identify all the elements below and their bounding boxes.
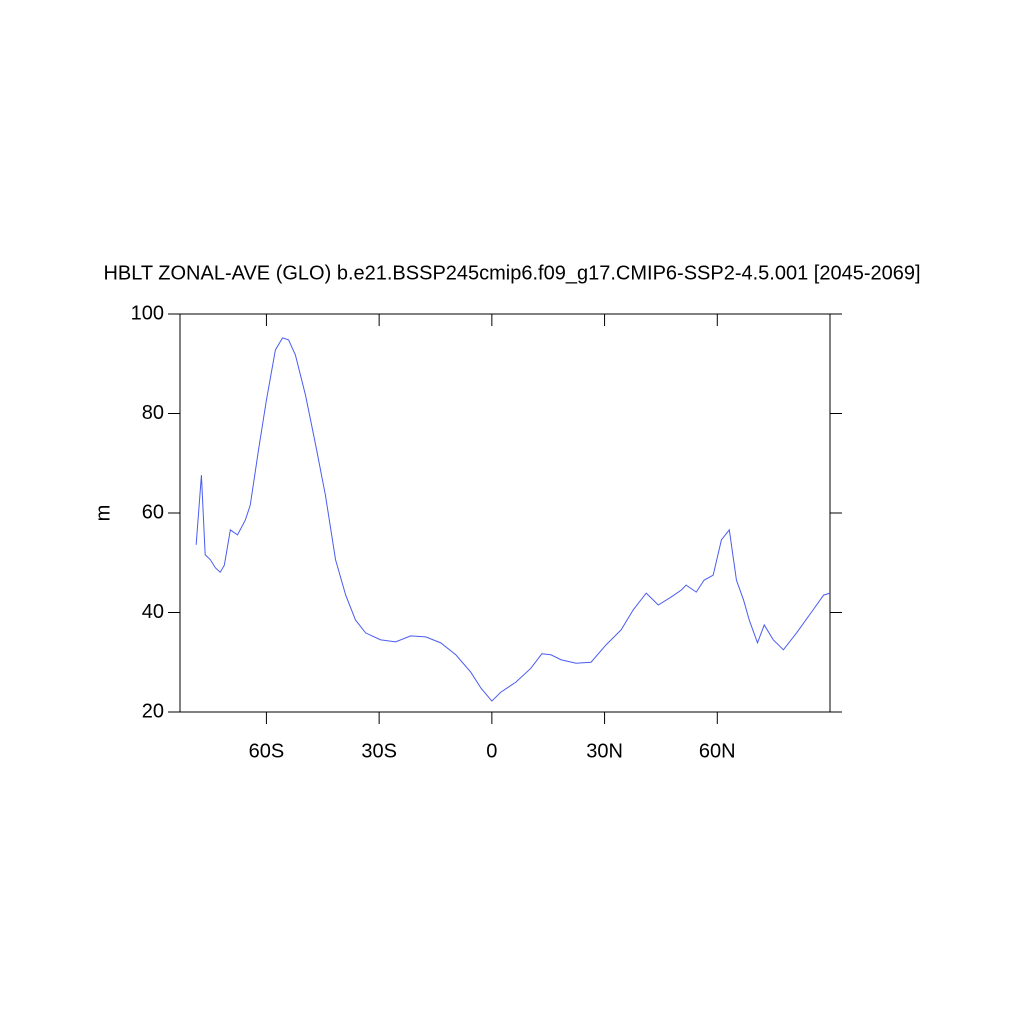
plot-frame: [179, 313, 831, 713]
y-tick-label: 20: [142, 700, 164, 722]
x-tick-label: 0: [486, 740, 497, 762]
x-tick-label: 60S: [249, 740, 285, 762]
x-tick-label: 30N: [586, 740, 623, 762]
chart-title: HBLT ZONAL-AVE (GLO) b.e21.BSSP245cmip6.…: [103, 262, 920, 284]
y-tick-label: 80: [142, 402, 164, 424]
data-line: [195, 337, 831, 702]
y-tick-label: 60: [142, 501, 164, 523]
y-tick-label: 40: [142, 601, 164, 623]
x-tick-label: 30S: [361, 740, 397, 762]
y-axis-label: m: [92, 505, 114, 522]
y-tick-label: 100: [131, 302, 164, 324]
x-tick-label: 60N: [699, 740, 736, 762]
